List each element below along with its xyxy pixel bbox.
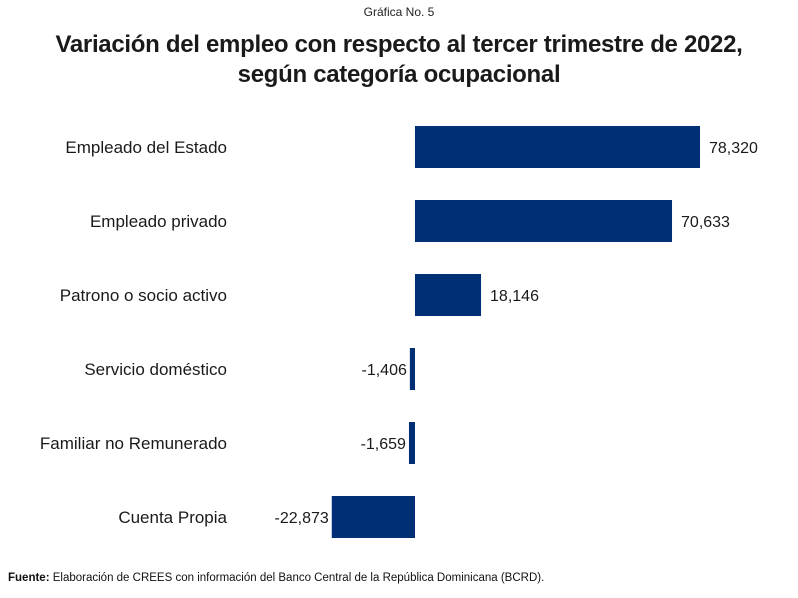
source-label: Fuente: bbox=[8, 572, 50, 584]
category-label: Servicio doméstico bbox=[84, 360, 227, 379]
bar-chart: Empleado del Estado 78,320 Empleado privad… bbox=[40, 126, 758, 538]
data-label: 70,633 bbox=[681, 214, 730, 231]
category-label: Patrono o socio activo bbox=[60, 286, 227, 305]
data-label: -1,659 bbox=[361, 436, 406, 453]
data-label: -1,406 bbox=[362, 362, 407, 379]
data-label: -22,873 bbox=[275, 510, 329, 527]
chart-title: Variación del empleo con respecto al ter… bbox=[0, 30, 798, 90]
bar bbox=[415, 274, 482, 316]
chart-kicker: Gráfica No. 5 bbox=[363, 5, 435, 19]
chart-title-line-1: Variación del empleo con respecto al ter… bbox=[55, 31, 743, 58]
category-label: Cuenta Propia bbox=[118, 508, 227, 527]
category-label: Empleado privado bbox=[90, 212, 227, 231]
source-text: Elaboración de CREES con información del… bbox=[49, 572, 545, 584]
bar bbox=[415, 126, 700, 168]
category-label: Empleado del Estado bbox=[65, 138, 227, 157]
category-label: Familiar no Remunerado bbox=[40, 434, 227, 453]
source-note: Fuente: Elaboración de CREES con informa… bbox=[8, 572, 544, 584]
bar bbox=[408, 422, 415, 464]
data-label: 78,320 bbox=[709, 140, 758, 157]
bar bbox=[331, 496, 415, 538]
bar bbox=[409, 348, 415, 390]
chart-title-line-2: según categoría ocupacional bbox=[237, 61, 561, 88]
data-label: 18,146 bbox=[490, 288, 539, 305]
bar bbox=[415, 200, 673, 242]
